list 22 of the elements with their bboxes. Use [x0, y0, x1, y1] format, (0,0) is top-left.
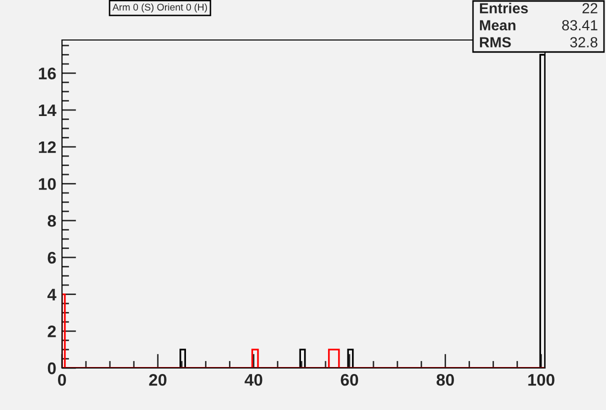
text: Mean	[480, 20, 516, 30]
annotation: RMS	[480, 37, 511, 48]
x-tick-label: 20	[149, 374, 166, 386]
x-tick-label: 80	[436, 374, 454, 386]
y-tick-label: 2	[48, 326, 56, 338]
y-tick-label: 8	[48, 214, 56, 227]
y-tick-label: 0	[48, 362, 56, 374]
y-tick-label: 10	[38, 178, 56, 190]
x-tick-label: 60	[340, 374, 358, 386]
y-tick-label: 14	[38, 104, 56, 116]
y-tick-label: 12	[38, 141, 56, 153]
text: Entries	[480, 2, 528, 14]
text: 83.41	[562, 20, 598, 30]
x-tick-label: 40	[244, 374, 262, 386]
y-tick-label: 16	[38, 68, 56, 80]
chart-title: Arm 0 (S) Orient 0 (H)	[112, 3, 207, 13]
text: 32.8	[570, 37, 598, 48]
y-tick-label: 4	[47, 288, 56, 300]
x-tick-label: 0	[58, 374, 66, 386]
text: 22	[582, 3, 598, 14]
y-tick-label: 6	[48, 252, 56, 264]
x-tick-label: 100	[528, 374, 554, 386]
